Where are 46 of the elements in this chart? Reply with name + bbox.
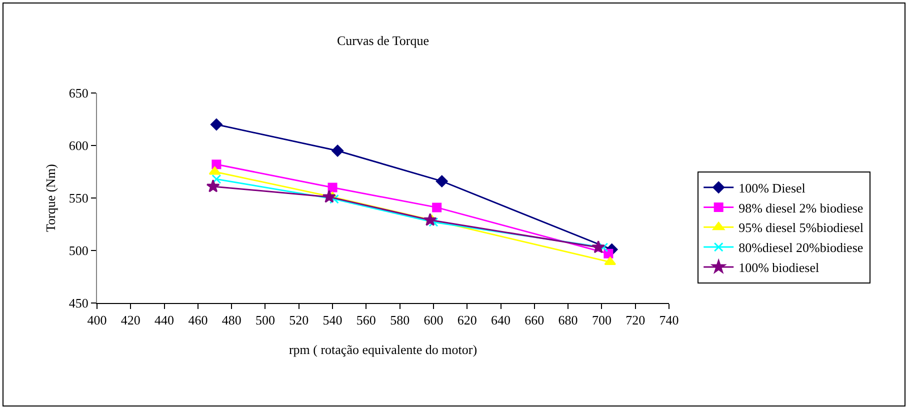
point	[604, 248, 614, 258]
legend-label: 95% diesel 5%biodiesel	[738, 220, 864, 236]
x-tick-label: 500	[255, 312, 275, 328]
x-tick-label: 520	[289, 312, 309, 328]
chart-title: Curvas de Torque	[337, 33, 430, 48]
x-tick-label: 620	[457, 312, 477, 328]
point	[322, 190, 336, 203]
y-tick-label: 650	[68, 86, 88, 101]
x-tick-label: 420	[120, 312, 140, 328]
point	[592, 240, 606, 254]
y-tick-label: 500	[68, 243, 88, 258]
point	[212, 160, 222, 170]
x-tick-label: 660	[524, 312, 544, 328]
point	[332, 144, 344, 157]
legend-label: 100% Diesel	[738, 180, 806, 196]
x-tick-label: 440	[154, 312, 174, 328]
point	[604, 256, 616, 266]
y-tick-label: 550	[68, 190, 88, 206]
point	[432, 202, 442, 212]
point	[598, 242, 608, 252]
x-tick-label: 480	[222, 312, 242, 328]
x-tick-label: 600	[424, 312, 444, 328]
point	[423, 213, 437, 226]
x-axis-title: rpm ( rotação equivalente do motor)	[288, 342, 478, 358]
legend-label: 98% diesel 2% biodiese	[738, 200, 864, 216]
y-tick-label: 600	[68, 138, 88, 154]
point	[206, 179, 220, 192]
y-tick-label: 450	[68, 296, 88, 311]
point	[210, 118, 222, 130]
point	[428, 217, 438, 227]
x-tick-label: 540	[322, 312, 342, 328]
y-axis-title: Torque (Nm)	[42, 164, 58, 232]
point	[212, 174, 222, 184]
x-tick-label: 400	[87, 312, 107, 328]
x-tick-label: 700	[592, 312, 612, 328]
x-tick-label: 720	[626, 312, 646, 328]
legend-label: 100% biodiesel	[738, 260, 820, 276]
point	[328, 182, 338, 192]
x-tick-label: 560	[356, 312, 376, 328]
x-tick-label: 460	[188, 312, 208, 328]
x-tick-label: 640	[491, 312, 511, 328]
x-tick-label: 680	[558, 312, 578, 328]
x-tick-label: 580	[390, 312, 410, 328]
point	[436, 175, 448, 188]
x-tick-label: 740	[659, 312, 679, 328]
legend-label: 80%diesel 20%biodiese	[738, 240, 864, 256]
